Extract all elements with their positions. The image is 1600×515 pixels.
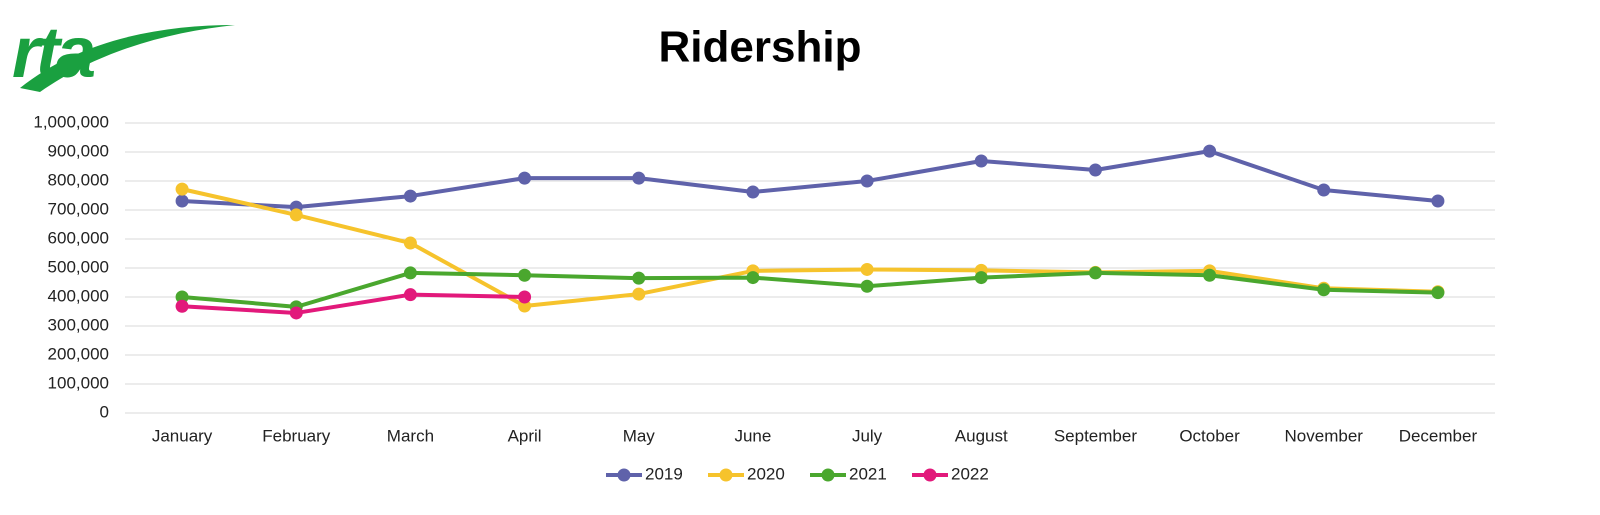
logo: rta [12, 13, 235, 93]
data-point [1431, 194, 1445, 208]
y-tick-label: 300,000 [48, 315, 109, 334]
x-tick-label: October [1179, 426, 1240, 445]
series-line [181, 292, 525, 315]
data-point [974, 271, 988, 285]
data-point [175, 194, 189, 208]
data-point [518, 290, 532, 304]
x-tick-label: September [1054, 426, 1137, 445]
data-point [746, 185, 760, 199]
y-tick-label: 700,000 [48, 199, 109, 218]
y-tick-label: 500,000 [48, 257, 109, 276]
x-tick-label: May [623, 426, 656, 445]
data-point [632, 287, 646, 301]
data-point [974, 154, 988, 168]
y-tick-label: 100,000 [48, 373, 109, 392]
logo-text: rta [12, 13, 94, 93]
data-point [632, 271, 646, 285]
data-point [518, 171, 532, 185]
y-tick-label: 0 [100, 402, 109, 421]
legend-swatch-marker [821, 468, 835, 482]
x-tick-label: November [1285, 426, 1364, 445]
data-point [632, 171, 646, 185]
data-point [1317, 183, 1331, 197]
data-point [175, 290, 189, 304]
data-point [518, 299, 532, 313]
x-tick-label: February [262, 426, 331, 445]
data-point [289, 306, 303, 320]
data-point [1088, 266, 1102, 280]
y-tick-label: 1,000,000 [33, 112, 109, 131]
x-tick-label: August [955, 426, 1008, 445]
legend-label: 2021 [849, 464, 887, 483]
x-tick-label: March [387, 426, 434, 445]
legend-label: 2020 [747, 464, 785, 483]
data-point [1203, 268, 1217, 282]
data-point [289, 208, 303, 222]
x-tick-label: April [508, 426, 542, 445]
data-point [1317, 283, 1331, 297]
legend-swatch-marker [719, 468, 733, 482]
data-point [1088, 163, 1102, 177]
legend-label: 2022 [951, 464, 989, 483]
y-tick-label: 800,000 [48, 170, 109, 189]
data-point [1203, 144, 1217, 158]
series-line [181, 149, 1439, 210]
data-point [860, 262, 874, 276]
data-point [860, 174, 874, 188]
legend-label: 2019 [645, 464, 683, 483]
data-point [746, 271, 760, 285]
data-point [403, 189, 417, 203]
data-point [860, 279, 874, 293]
y-tick-label: 200,000 [48, 344, 109, 363]
legend-swatch-marker [617, 468, 631, 482]
x-tick-label: December [1399, 426, 1478, 445]
series-line [181, 270, 1438, 309]
x-tick-label: June [734, 426, 771, 445]
x-tick-label: January [152, 426, 213, 445]
data-point [518, 268, 532, 282]
x-tick-label: July [852, 426, 883, 445]
series-line [181, 187, 1438, 308]
data-point [403, 288, 417, 302]
data-point [403, 266, 417, 280]
y-tick-label: 900,000 [48, 141, 109, 160]
y-tick-label: 600,000 [48, 228, 109, 247]
y-tick-label: 400,000 [48, 286, 109, 305]
logo-swoosh [20, 25, 235, 92]
chart-title: Ridership [659, 23, 862, 72]
data-point [175, 182, 189, 196]
legend-swatch-marker [923, 468, 937, 482]
data-point [403, 236, 417, 250]
data-point [175, 299, 189, 313]
data-point [1431, 286, 1445, 300]
